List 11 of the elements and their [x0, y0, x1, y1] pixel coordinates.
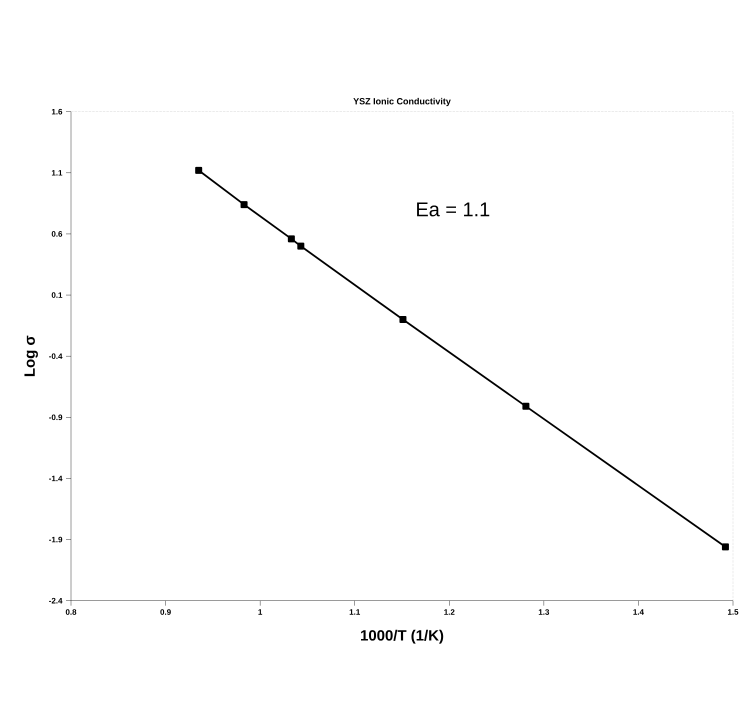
point: [288, 235, 295, 242]
y-axis-title: Log σ: [24, 336, 38, 376]
point: [722, 543, 729, 550]
point: [522, 402, 530, 410]
point: [240, 201, 248, 208]
annotation: Ea = 1.1: [417, 202, 490, 216]
point: [399, 316, 406, 324]
x-axis-title: 1000/T (1/K): [361, 630, 444, 644]
point: [195, 166, 202, 174]
chart-title: YSZ Ionic Conductivity: [353, 98, 451, 106]
point: [297, 242, 304, 250]
